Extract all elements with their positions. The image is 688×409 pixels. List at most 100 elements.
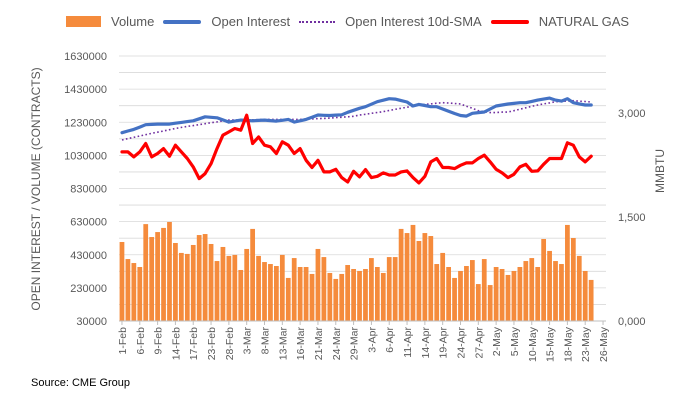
right-tick-label: 1,500	[618, 212, 646, 224]
volume-bar	[333, 278, 339, 321]
x-tick-label: 23-Feb	[206, 327, 218, 360]
x-tick-label: 15-May	[545, 326, 557, 362]
volume-bar	[452, 277, 457, 321]
x-tick-label: 24-Apr	[455, 326, 467, 358]
x-tick-label: 29-Mar	[349, 327, 361, 361]
volume-bar	[321, 257, 327, 321]
volume-swatch-icon	[66, 16, 101, 27]
left-tick-label: 830000	[70, 184, 107, 196]
volume-bar	[125, 259, 131, 321]
volume-bar	[363, 268, 368, 321]
volume-bar	[202, 234, 208, 321]
volume-bar	[398, 228, 404, 321]
volume-bar	[529, 258, 535, 321]
legend-label: Open Interest	[211, 14, 291, 29]
volume-bar	[369, 258, 374, 321]
volume-bar	[143, 224, 149, 321]
legend: Volume Open Interest Open Interest 10d-S…	[66, 14, 638, 29]
volume-bar	[250, 228, 256, 321]
volume-bar	[469, 260, 475, 321]
left-tick-label: 1030000	[64, 150, 107, 162]
volume-bar	[190, 244, 196, 321]
volume-bar	[196, 235, 202, 321]
volume-bar	[167, 221, 172, 321]
lines	[120, 96, 593, 185]
volume-bar	[149, 237, 155, 321]
volume-bar	[315, 248, 321, 321]
legend-label: NATURAL GAS	[538, 14, 630, 29]
left-tick-label: 1430000	[64, 84, 107, 96]
right-tick-label: 3,000	[618, 108, 646, 120]
volume-bar	[523, 261, 529, 321]
left-tick-label: 630000	[70, 217, 107, 229]
volume-bar	[208, 243, 214, 321]
volume-bar	[291, 258, 297, 321]
x-tick-label: 6-Apr	[384, 327, 396, 353]
volume-bar	[357, 270, 362, 321]
legend-price: NATURAL GAS	[490, 14, 630, 29]
x-tick-label: 6-Feb	[135, 327, 147, 355]
volume-bar	[440, 252, 446, 321]
left-tick-label: 430000	[70, 250, 107, 262]
volume-bar	[380, 272, 386, 321]
x-tick-label: 14-Feb	[170, 327, 182, 360]
source-note: Source: CME Group	[31, 377, 131, 389]
volume-bar	[386, 257, 392, 321]
natural-gas-line	[120, 113, 593, 185]
x-tick-label: 1-Feb	[117, 327, 129, 355]
x-tick-label: 16-Mar	[295, 327, 307, 361]
volume-bar	[458, 270, 463, 321]
axes: 1630000 1430000 1230000 1030000 830000 630000…	[64, 51, 645, 362]
x-tick-label: 21-Mar	[313, 327, 325, 361]
x-tick-label: 11-Apr	[402, 327, 414, 358]
volume-bar	[588, 279, 594, 321]
x-tick-label: 8-Mar	[260, 326, 272, 354]
legend-open-interest: Open Interest	[163, 14, 290, 29]
volume-bar	[565, 224, 570, 321]
volume-bar	[576, 255, 582, 321]
volume-bar	[226, 255, 232, 321]
x-tick-label: 24-Mar	[331, 327, 343, 361]
x-tick-label: 14-Apr	[420, 326, 432, 358]
right-tick-label: 0,000	[618, 316, 646, 328]
volume-bar	[184, 253, 190, 321]
volume-bar	[499, 268, 505, 321]
volume-bar	[410, 224, 416, 321]
volume-bar	[422, 233, 428, 321]
x-tick-label: 26-May	[598, 326, 610, 362]
x-tick-label: 3-Apr	[366, 327, 378, 353]
volume-bar	[161, 227, 166, 321]
volume-bar	[416, 241, 422, 321]
volume-bar	[232, 254, 238, 321]
volume-bar	[285, 277, 291, 321]
volume-bar	[517, 267, 523, 321]
volume-bar	[493, 267, 499, 321]
volume-bar	[214, 261, 220, 321]
left-tick-label: 1630000	[64, 51, 107, 63]
volume-bar	[262, 262, 267, 321]
volume-bar	[374, 267, 380, 321]
volume-bar	[173, 242, 178, 321]
volume-bar	[481, 259, 487, 321]
x-tick-label: 23-May	[580, 326, 592, 362]
volume-bar	[309, 273, 315, 321]
left-tick-label: 30000	[76, 316, 107, 328]
volume-bar	[475, 284, 481, 321]
volume-bar	[244, 248, 250, 321]
volume-bar	[119, 241, 125, 321]
volume-bar	[327, 272, 333, 321]
volume-bar	[464, 266, 469, 321]
volume-bar	[155, 232, 160, 321]
legend-label: Open Interest 10d-SMA	[345, 14, 482, 29]
volume-bar	[137, 267, 143, 321]
legend-volume: Volume	[66, 14, 154, 29]
volume-bar	[487, 285, 493, 321]
volume-bar	[404, 233, 410, 321]
x-tick-label: 3-Mar	[242, 326, 254, 354]
volume-bar	[297, 267, 303, 321]
volume-bar	[505, 274, 511, 321]
volume-bar	[535, 267, 541, 321]
x-tick-label: 28-Feb	[224, 327, 236, 360]
open-interest-line	[120, 96, 593, 135]
